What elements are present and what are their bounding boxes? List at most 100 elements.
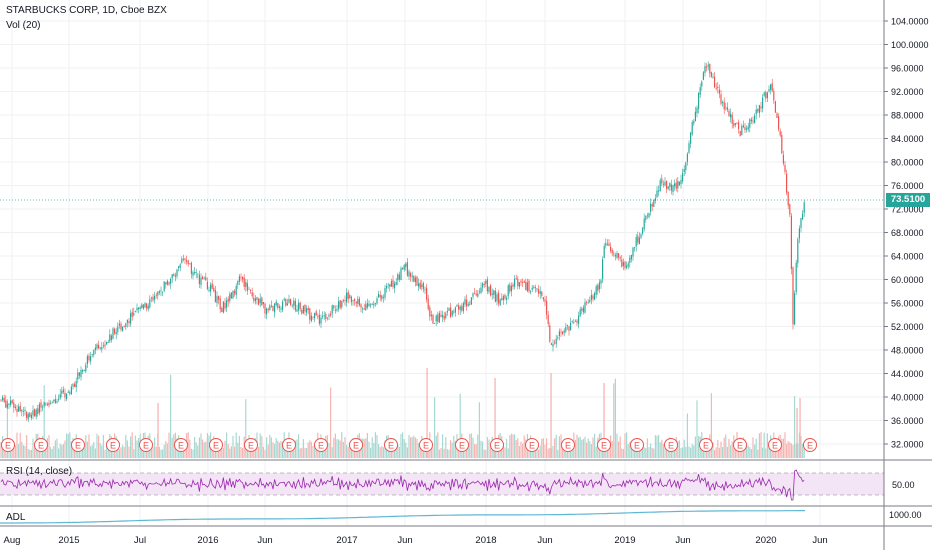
candle-body: [104, 344, 106, 347]
earnings-marker-circle[interactable]: [768, 438, 782, 452]
volume-bar: [592, 437, 594, 458]
candle-body: [394, 283, 396, 289]
candle-body: [685, 162, 687, 171]
candle-body: [613, 253, 615, 255]
time-axis[interactable]: Aug 2015 Jul 2016 Jun 2017 Jun 2018 Jun 2019 Jun 20…: [4, 535, 828, 546]
earnings-marker-circle[interactable]: [282, 438, 296, 452]
candle-body: [605, 242, 607, 246]
earnings-marker-circle[interactable]: [699, 438, 713, 452]
earnings-marker-circle[interactable]: [1, 438, 15, 452]
candle-body: [451, 311, 453, 316]
earnings-marker-circle[interactable]: [244, 438, 258, 452]
price-axis[interactable]: 104.0000 100.0000 96.0000 92.0000 88.0000 84.…: [884, 17, 929, 450]
earnings-marker-circle[interactable]: [561, 438, 575, 452]
candle-body: [224, 302, 226, 309]
earnings-marker-circle[interactable]: [384, 438, 398, 452]
earnings-marker-label: E: [807, 441, 813, 451]
volume-bar: [552, 445, 554, 458]
earnings-marker-circle[interactable]: [630, 438, 644, 452]
candle-body: [464, 299, 466, 305]
volume-bar: [478, 402, 480, 458]
volume-bar: [704, 449, 706, 458]
earnings-marker-circle[interactable]: [209, 438, 223, 452]
candle-body: [512, 284, 514, 287]
candle-body: [627, 263, 629, 267]
candle-body: [440, 314, 442, 317]
candle-body: [619, 257, 621, 259]
volume-bar: [416, 438, 418, 458]
earnings-marker-circle[interactable]: [597, 438, 611, 452]
volume-bar: [136, 440, 138, 458]
candle-body: [230, 292, 232, 299]
earnings-marker-circle[interactable]: [455, 438, 469, 452]
candle-body: [286, 303, 288, 306]
candle-body: [179, 264, 181, 268]
volume-bar: [541, 438, 543, 458]
earnings-marker-circle[interactable]: [139, 438, 153, 452]
volume-bar: [160, 449, 162, 458]
earnings-marker-circle[interactable]: [314, 438, 328, 452]
earnings-marker-circle[interactable]: [106, 438, 120, 452]
earnings-marker-circle[interactable]: [71, 438, 85, 452]
candle-body: [794, 293, 796, 325]
earnings-marker-circle[interactable]: [490, 438, 504, 452]
volume-bar: [774, 448, 776, 458]
volume-bar: [619, 436, 621, 458]
volume-bar: [118, 449, 120, 458]
candle-body: [344, 300, 346, 301]
volume-bar: [803, 447, 805, 458]
earnings-marker-circle[interactable]: [34, 438, 48, 452]
volume-bar: [544, 444, 546, 458]
candle-body: [494, 290, 496, 302]
candle-body: [70, 386, 72, 395]
earnings-marker-circle[interactable]: [803, 438, 817, 452]
candle-body: [293, 300, 295, 306]
candle-body: [533, 286, 535, 288]
adl-label: ADL: [6, 512, 26, 523]
volume-bar: [730, 445, 732, 458]
candle-body: [176, 269, 178, 277]
candle-body: [638, 237, 640, 245]
volume-bar: [466, 448, 468, 458]
candle-body: [683, 168, 685, 173]
earnings-marker-circle[interactable]: [733, 438, 747, 452]
candle-body: [603, 245, 605, 258]
volume-bar: [86, 441, 88, 458]
volume-bar: [678, 440, 680, 458]
volume-bar: [547, 448, 549, 458]
candle-body: [754, 115, 756, 124]
candle-body: [258, 298, 260, 305]
candle-body: [672, 185, 674, 193]
earnings-marker-label: E: [248, 441, 254, 451]
earnings-marker-circle[interactable]: [525, 438, 539, 452]
earnings-marker-circle[interactable]: [349, 438, 363, 452]
candle-body: [571, 321, 573, 323]
volume-bar: [722, 446, 724, 458]
candle-body: [498, 292, 500, 304]
earnings-marker-label: E: [668, 441, 674, 451]
volume-bar: [395, 445, 397, 458]
volume-bar: [782, 438, 784, 458]
volume-bar: [234, 446, 236, 458]
volume-bar: [26, 435, 28, 458]
price-axis-tick: 52.0000: [891, 322, 924, 332]
earnings-marker-circle[interactable]: [174, 438, 188, 452]
volume-bar: [448, 449, 450, 458]
candle-body: [408, 271, 410, 277]
candle-body: [150, 297, 152, 299]
volume-bar: [437, 432, 439, 458]
price-axis-tick: 76.0000: [891, 181, 924, 191]
candle-body: [106, 341, 108, 345]
candle-body: [707, 64, 709, 67]
volume-bar: [794, 396, 796, 458]
earnings-marker-circle[interactable]: [664, 438, 678, 452]
candle-body: [266, 308, 268, 315]
earnings-marker-circle[interactable]: [419, 438, 433, 452]
price-axis-tick: 48.0000: [891, 346, 924, 356]
price-candles[interactable]: [0, 61, 805, 423]
price-axis-tick: 32.0000: [891, 440, 924, 450]
volume-bar: [179, 447, 181, 458]
volume-bar: [486, 437, 488, 458]
